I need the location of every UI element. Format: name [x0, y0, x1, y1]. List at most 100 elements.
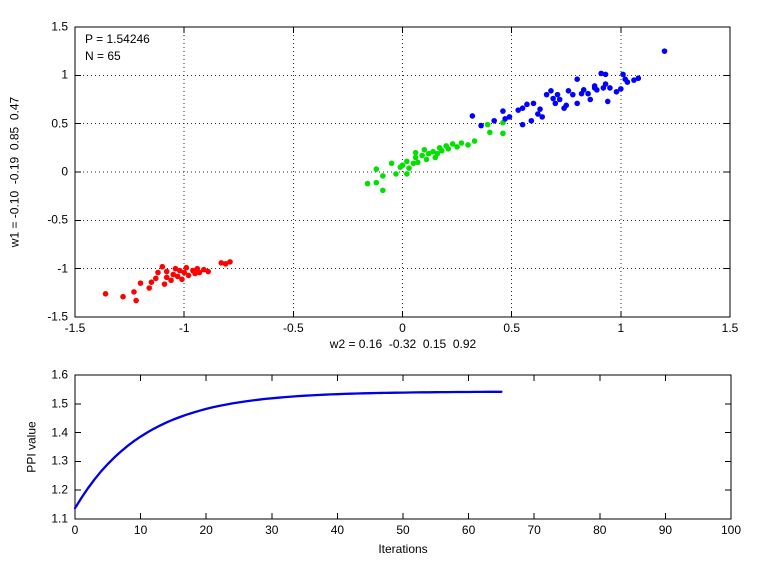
- scatter-point: [491, 117, 498, 124]
- scatter-point: [563, 102, 570, 109]
- scatter-point: [159, 263, 166, 270]
- scatter-point: [364, 180, 371, 187]
- scatter-point: [399, 162, 406, 169]
- scatter-point: [502, 116, 508, 122]
- scatter-point: [177, 267, 183, 274]
- scatter-point: [373, 179, 380, 186]
- scatter-point: [163, 274, 170, 281]
- scatter-point: [179, 276, 185, 283]
- scatter-point: [500, 108, 506, 114]
- scatter-point: [196, 269, 203, 276]
- scatter-point: [594, 87, 600, 93]
- scatter-point: [515, 107, 522, 113]
- scatter-point: [404, 171, 410, 177]
- scatter-point: [613, 88, 620, 95]
- scatter-point: [550, 95, 556, 102]
- bottom-plot-xlabel: Iterations: [378, 542, 428, 556]
- scatter-point: [388, 160, 395, 167]
- scatter-point: [227, 259, 233, 265]
- scatter-point: [449, 141, 456, 147]
- scatter-point: [661, 48, 668, 54]
- scatter-point: [570, 91, 576, 98]
- scatter-point: [524, 101, 530, 108]
- bottom-plot-x-tick-label: 0: [71, 523, 79, 537]
- scatter-point: [404, 158, 410, 165]
- scatter-point: [580, 87, 587, 93]
- scatter-point: [548, 88, 554, 94]
- top-plot-x-tick-label: -1: [178, 321, 190, 335]
- scatter-point: [519, 105, 526, 111]
- bottom-plot-x-tick-label: 10: [133, 523, 148, 537]
- scatter-point: [152, 275, 159, 282]
- bottom-plot-x-tick-label: 40: [330, 523, 345, 537]
- bottom-plot-x-tick-label: 90: [658, 523, 673, 537]
- scatter-point: [506, 114, 513, 120]
- cluster-red-series: [102, 259, 233, 304]
- scatter-point: [146, 285, 153, 291]
- scatter-point: [412, 149, 419, 156]
- scatter-point: [174, 273, 181, 280]
- bottom-plot-y-tick-label: 1.2: [51, 482, 68, 497]
- top-scatter-plot: [74, 26, 731, 318]
- bottom-plot-x-tick-label: 30: [265, 523, 279, 537]
- bottom-plot-y-tick-label: 1.4: [51, 425, 68, 439]
- scatter-point: [406, 165, 412, 171]
- scatter-point: [537, 106, 543, 112]
- scatter-point: [445, 146, 452, 152]
- scatter-point: [161, 281, 168, 287]
- scatter-point: [574, 76, 580, 82]
- scatter-point: [554, 91, 561, 98]
- top-plot-y-tick-label: 1: [61, 67, 68, 82]
- scatter-point: [487, 129, 493, 136]
- scatter-point: [469, 113, 476, 119]
- top-plot-x-tick-label: 1.5: [721, 321, 739, 335]
- scatter-point: [620, 71, 626, 78]
- scatter-point: [120, 293, 126, 300]
- bottom-plot-x-tick-label: 80: [593, 523, 607, 537]
- scatter-point: [168, 277, 174, 284]
- scatter-point: [454, 144, 460, 150]
- scatter-point: [185, 272, 192, 279]
- scatter-point: [565, 88, 572, 94]
- scatter-point: [425, 150, 432, 157]
- scatter-point: [598, 70, 604, 77]
- scatter-point: [201, 266, 207, 273]
- scatter-point: [155, 269, 161, 276]
- scatter-point: [604, 98, 611, 105]
- scatter-point: [414, 159, 421, 166]
- scatter-point: [218, 260, 225, 266]
- ppi-curve-line: [73, 390, 503, 510]
- scatter-point: [393, 171, 399, 177]
- scatter-point: [163, 268, 170, 275]
- scatter-point: [205, 268, 211, 275]
- bottom-plot-x-tick-label: 50: [396, 523, 410, 537]
- cluster-green-series: [364, 119, 506, 194]
- top-plot-y-tick-label: 0.5: [51, 116, 68, 131]
- scatter-point: [373, 166, 380, 172]
- scatter-point: [471, 138, 478, 144]
- scatter-point: [222, 261, 229, 267]
- bottom-plot-y-tick-label: 1.5: [51, 396, 68, 411]
- scatter-point: [602, 71, 609, 78]
- scatter-point: [535, 111, 541, 117]
- scatter-point: [192, 270, 198, 277]
- scatter-point: [137, 280, 144, 286]
- scatter-point: [423, 156, 430, 163]
- scatter-point: [421, 146, 428, 153]
- scatter-point: [170, 271, 177, 278]
- scatter-point: [624, 79, 631, 85]
- scatter-point: [500, 130, 506, 137]
- top-plot-y-tick-label: -0.5: [47, 212, 68, 227]
- top-plot-x-tick-label: 0.5: [503, 321, 520, 335]
- scatter-point: [607, 85, 613, 91]
- scatter-point: [412, 154, 419, 161]
- top-plot-ylabel: w1 = -0.10 -0.19 0.85 0.47: [7, 96, 22, 248]
- bottom-plot-y-tick-label: 1.1: [51, 511, 68, 526]
- annotation-n-value: N = 65: [85, 49, 121, 63]
- scatter-point: [434, 150, 441, 157]
- annotation-p-value: P = 1.54246: [85, 32, 150, 46]
- top-plot-y-tick-label: -1: [57, 261, 68, 276]
- bottom-plot-x-tick-label: 70: [527, 523, 541, 537]
